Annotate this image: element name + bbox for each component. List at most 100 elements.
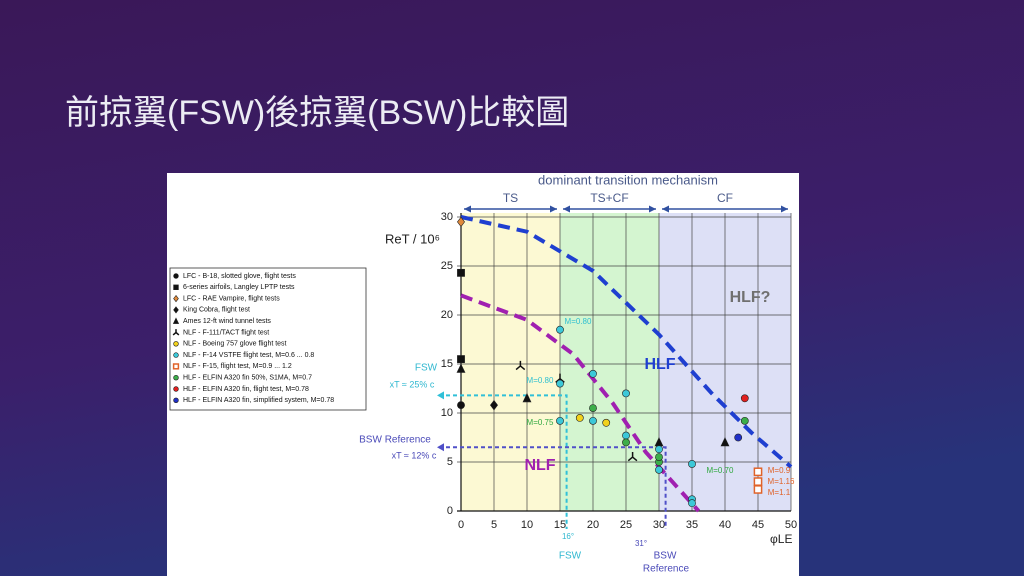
reference-line xyxy=(439,394,568,529)
data-point xyxy=(556,379,564,388)
legend-marker xyxy=(173,386,179,392)
legend-label: LFC - B-18, slotted glove, flight tests xyxy=(183,273,296,280)
y-tick-label: 15 xyxy=(441,358,453,370)
x-tick-label: 40 xyxy=(719,519,731,531)
data-point xyxy=(740,394,749,403)
annotation: M=0.80 xyxy=(527,376,554,385)
data-point xyxy=(589,369,597,378)
x-tick-label: 15 xyxy=(554,519,566,531)
x-tick-label: 45 xyxy=(752,519,764,531)
x-tick-label: 5 xyxy=(491,519,497,531)
annotation: FSW xyxy=(415,363,438,374)
y-tick-label: 5 xyxy=(447,456,453,468)
annotation: 31° xyxy=(635,539,647,548)
annotation: M=0.80 xyxy=(565,317,592,326)
annotation: M=1.1 xyxy=(768,488,791,497)
annotation: NLF xyxy=(524,457,555,474)
data-point xyxy=(515,360,526,371)
annotation: M=0.9 xyxy=(768,466,791,475)
data-point xyxy=(589,416,597,425)
x-tick-label: 35 xyxy=(686,519,698,531)
region xyxy=(461,213,560,511)
data-point xyxy=(457,355,465,363)
legend-marker xyxy=(173,397,179,403)
x-tick-label: 25 xyxy=(620,519,632,531)
data-point xyxy=(622,389,630,398)
data-point xyxy=(688,460,696,468)
y-tick-label: 25 xyxy=(441,260,453,272)
data-point xyxy=(602,418,611,427)
data-point xyxy=(457,216,465,228)
region-label: TS+CF xyxy=(590,191,628,205)
data-point xyxy=(734,433,743,442)
legend-marker xyxy=(173,375,179,381)
region-label: TS xyxy=(503,191,518,205)
data-point xyxy=(688,499,696,508)
slide-title: 前掠翼(FSW)後掠翼(BSW)比較圖 xyxy=(65,94,569,132)
data-point xyxy=(655,453,663,461)
annotation: BSW xyxy=(654,551,677,562)
data-point xyxy=(753,467,763,477)
legend-label: 6-series airfoils, Langley LPTP tests xyxy=(183,284,295,291)
data-point xyxy=(622,431,630,440)
annotation: M=1.16 xyxy=(768,477,795,486)
legend-marker xyxy=(172,317,180,324)
legend-label: HLF - ELFIN A320 fin, flight test, M=0.7… xyxy=(183,386,309,393)
legend-label: King Cobra, flight test xyxy=(183,307,250,314)
data-point xyxy=(740,416,749,425)
annotation: M=0.70 xyxy=(707,466,734,475)
boundary-curve xyxy=(460,293,701,513)
data-point xyxy=(490,399,498,411)
x-tick-label: 30 xyxy=(653,519,665,531)
annotation: HLF? xyxy=(730,289,771,306)
y-tick-label: 20 xyxy=(441,309,453,321)
x-tick-label: 20 xyxy=(587,519,599,531)
reference-line xyxy=(439,446,667,529)
data-point xyxy=(655,445,663,454)
annotation: FSW xyxy=(559,551,582,562)
arrow-head xyxy=(437,391,444,400)
data-point xyxy=(457,268,465,277)
legend-marker xyxy=(173,294,179,303)
annotation: M=0.75 xyxy=(527,418,554,427)
legend-marker xyxy=(173,273,179,279)
data-point xyxy=(753,485,763,494)
y-tick-label: 30 xyxy=(441,211,453,223)
legend-label: HLF - ELFIN A320 fin, simplified system,… xyxy=(183,397,334,404)
data-point xyxy=(575,413,584,422)
legend-marker xyxy=(173,306,179,314)
annotation: BSW Reference xyxy=(359,435,431,446)
x-axis-label: φLE xyxy=(770,532,792,546)
legend-label: NLF - F-111/TACT flight test xyxy=(183,329,269,336)
y-axis-label: ReT / 10⁶ xyxy=(385,231,440,246)
arrow-head xyxy=(437,443,444,452)
legend-marker xyxy=(173,284,179,290)
annotation: xT ≈ 12% c xyxy=(392,450,437,460)
legend-label: NLF - F-15, flight test, M=0.9 ... 1.2 xyxy=(183,363,292,370)
data-point xyxy=(753,477,763,486)
annotation: HLF xyxy=(644,356,675,373)
region-label: CF xyxy=(717,191,733,205)
boundary-curve xyxy=(460,215,793,469)
data-point xyxy=(556,416,564,425)
legend-label: NLF - Boeing 757 glove flight test xyxy=(183,341,287,348)
data-point xyxy=(556,325,564,334)
annotation: 16° xyxy=(562,532,574,541)
y-tick-label: 10 xyxy=(441,407,453,419)
y-tick-label: 0 xyxy=(447,505,453,517)
legend-marker xyxy=(172,329,180,336)
data-point xyxy=(655,465,663,474)
legend-label: HLF - ELFIN A320 fin 50%, S1MA, M=0.7 xyxy=(183,375,312,382)
x-tick-label: 0 xyxy=(458,519,464,531)
legend-marker xyxy=(173,341,179,347)
data-point xyxy=(457,401,465,410)
data-point xyxy=(456,363,466,373)
annotation: xT ≈ 25% c xyxy=(390,379,435,389)
x-tick-label: 50 xyxy=(785,519,797,531)
data-point xyxy=(720,437,730,447)
data-point xyxy=(522,392,532,403)
data-point xyxy=(622,438,630,447)
annotation: Reference xyxy=(643,564,690,575)
data-point xyxy=(627,452,638,462)
